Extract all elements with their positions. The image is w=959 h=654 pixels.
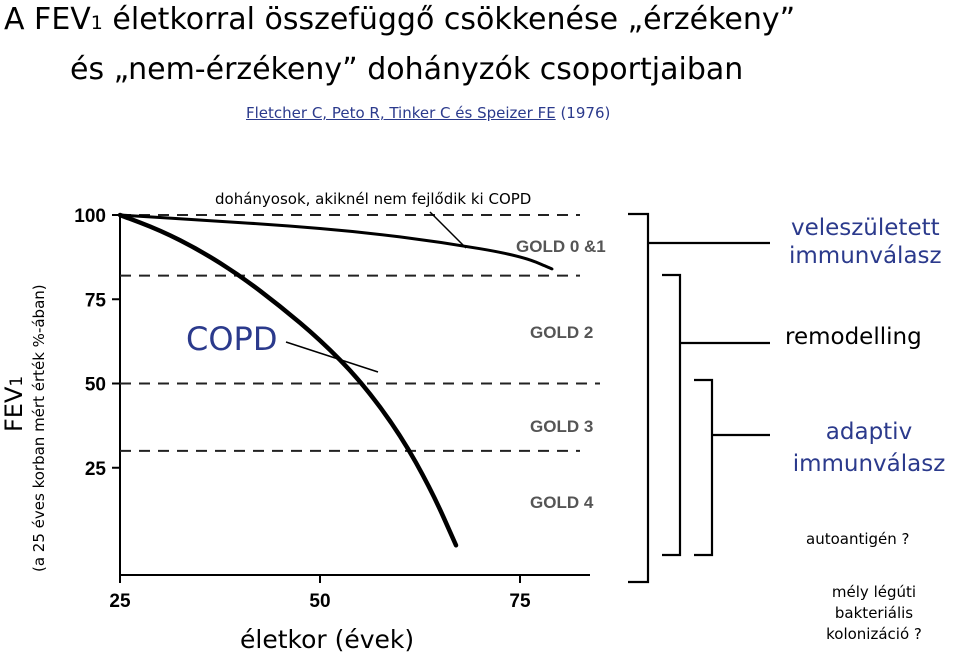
- gold-label-2: GOLD 3: [530, 417, 593, 436]
- autoantigen-label: autoantigén ?: [806, 530, 910, 548]
- non-sensitive-smokers-label: dohányosok, akiknél nem fejlődik ki COPD: [215, 190, 531, 208]
- citation: Fletcher C, Peto R, Tinker C és Speizer …: [246, 104, 610, 122]
- y-axis-label-secondary: (a 25 éves korban mért érték %-ában): [30, 284, 48, 572]
- copd-curve: [117, 212, 459, 548]
- x-axis-label: életkor (évek): [240, 625, 414, 654]
- svg-text:(a 25 éves korban mért érték %: (a 25 éves korban mért érték %-ában): [30, 284, 48, 572]
- bracket-middle: [662, 273, 682, 557]
- adaptive-immunity-label: adaptiv immunválasz: [792, 419, 946, 477]
- y-tick-label-75: 75: [85, 290, 107, 311]
- gold-label-0: GOLD 0 &1: [516, 237, 606, 256]
- title-line-1: A FEV1 életkorral összefüggő csökkenése …: [4, 2, 796, 37]
- gold-label-1: GOLD 2: [530, 323, 593, 342]
- svg-text:FEV1: FEV1: [0, 376, 28, 432]
- copd-label: COPD: [186, 320, 277, 358]
- bacterial-colonization-label: mély légúti bakteriális kolonizáció ?: [826, 583, 922, 643]
- x-tick-label-25: 25: [109, 591, 131, 612]
- citation-year: (1976): [555, 104, 611, 122]
- y-tick-label-25: 25: [85, 459, 107, 480]
- citation-authors: Fletcher C, Peto R, Tinker C és Speizer …: [246, 104, 556, 122]
- non-sensitive-leader-line: [429, 211, 467, 249]
- y-tick-label-100: 100: [74, 206, 106, 227]
- gold-label-3: GOLD 4: [530, 493, 594, 512]
- y-axis-label-main: FEV1: [0, 376, 28, 432]
- innate-immunity-label: veleszületett immunválasz: [789, 215, 942, 269]
- remodelling-label: remodelling: [785, 324, 922, 350]
- x-tick-label-75: 75: [509, 591, 531, 612]
- y-tick-label-50: 50: [85, 375, 106, 396]
- bracket-inner: [694, 378, 714, 557]
- non-sensitive-curve: [118, 213, 554, 271]
- copd-leader-line: [285, 341, 379, 373]
- bracket-outer: [628, 212, 650, 584]
- title-line-2: és „nem-érzékeny” dohányzók csoportjaiba…: [70, 52, 744, 87]
- x-tick-label-50: 50: [309, 591, 330, 612]
